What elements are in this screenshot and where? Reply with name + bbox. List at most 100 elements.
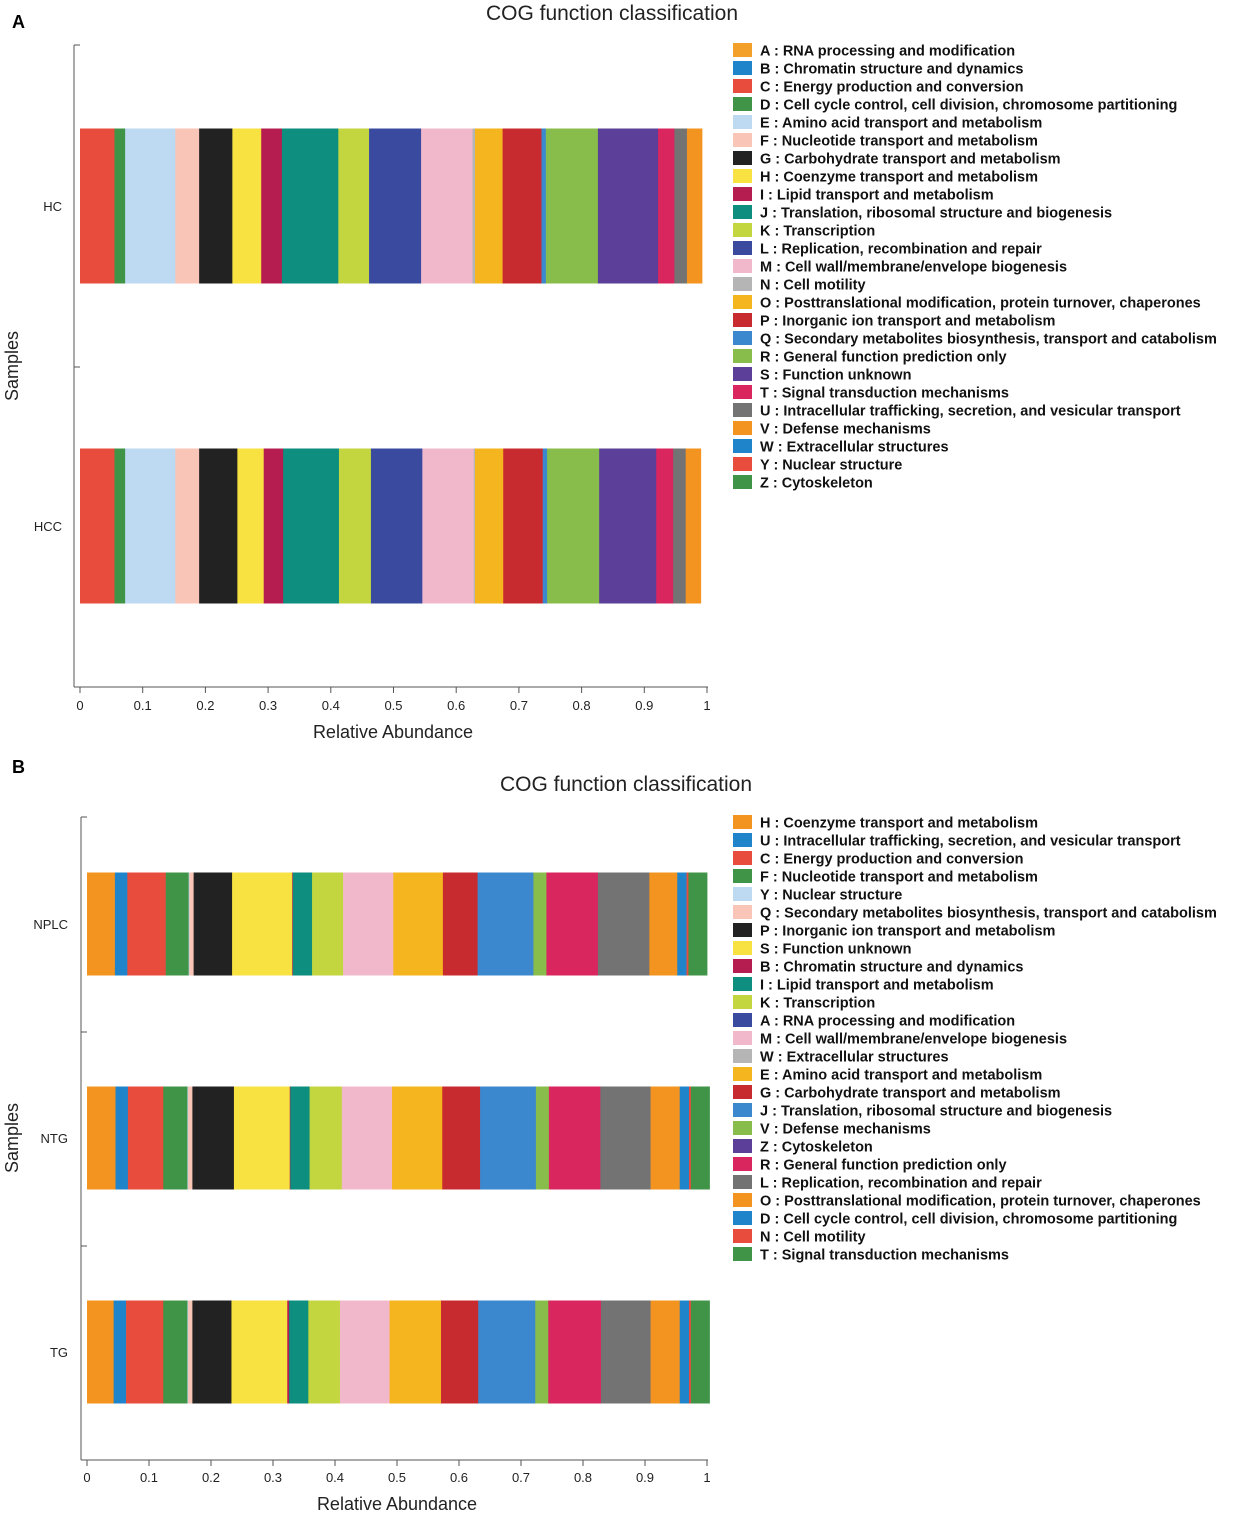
panel-a-bar-segment xyxy=(338,448,372,604)
panel-a-legend-swatch xyxy=(733,349,752,363)
panel-b-legend-swatch xyxy=(733,1085,752,1099)
panel-a-x-tick-label: 1 xyxy=(703,698,710,713)
panel-a-legend-swatch xyxy=(733,115,752,129)
panel-a-x-tick-label: 0.2 xyxy=(196,698,214,713)
panel-b-bar-segment xyxy=(535,1086,550,1190)
panel-a-legend-swatch xyxy=(733,79,752,93)
panel-b-legend-label: L : Replication, recombination and repai… xyxy=(760,1176,1042,1192)
panel-a-legend-label: O : Posttranslational modification, prot… xyxy=(760,296,1201,312)
panel-a-legend-swatch xyxy=(733,367,752,381)
panel-b-legend-label: V : Defense mechanisms xyxy=(760,1122,931,1138)
panel-b-legend-swatch xyxy=(733,959,752,973)
panel-b-title: COG function classification xyxy=(500,773,752,796)
panel-b-legend-swatch xyxy=(733,1031,752,1045)
panel-b-bar-segment xyxy=(650,1086,681,1190)
panel-b-bar-segment xyxy=(188,872,190,976)
panel-b-bar-segment xyxy=(113,1300,127,1404)
panel-a-legend-swatch xyxy=(733,439,752,453)
panel-b-legend-swatch xyxy=(733,851,752,865)
panel-a-legend-swatch xyxy=(733,241,752,255)
panel-b-legend-label: D : Cell cycle control, cell division, c… xyxy=(760,1212,1177,1228)
panel-b-bar-segment xyxy=(114,872,128,976)
panel-b-legend-label: Y : Nuclear structure xyxy=(760,888,902,904)
panel-a-bar-segment xyxy=(125,448,176,604)
panel-a-bar-segment xyxy=(80,128,115,284)
panel-b-bar-segment xyxy=(548,1086,601,1190)
panel-a-bar-segment xyxy=(597,128,659,284)
panel-b-bar-segment xyxy=(597,872,650,976)
panel-b-bar-segment xyxy=(292,872,294,976)
panel-a-legend-label: B : Chromatin structure and dynamics xyxy=(760,62,1023,78)
panel-b-legend-label: S : Function unknown xyxy=(760,942,911,958)
panel-a-legend-swatch xyxy=(733,457,752,471)
panel-b-bar-segment xyxy=(339,1300,390,1404)
panel-b-bar-segment xyxy=(87,1300,115,1404)
panel-b-bar-segment xyxy=(688,872,708,976)
panel-b-legend-swatch xyxy=(733,869,752,883)
panel-a-x-tick-label: 0.4 xyxy=(322,698,340,713)
panel-a-bar-segment xyxy=(422,448,475,604)
panel-b-sample-label: TG xyxy=(50,1345,68,1360)
panel-b-x-tick-label: 0.9 xyxy=(636,1470,654,1485)
panel-b-bar-segment xyxy=(115,1086,129,1190)
panel-b-legend-label: U : Intracellular trafficking, secretion… xyxy=(760,834,1181,850)
panel-a-x-tick-label: 0.5 xyxy=(384,698,402,713)
panel-b-bar-segment xyxy=(690,1086,710,1190)
panel-b-legend-swatch xyxy=(733,1157,752,1171)
panel-a-legend-swatch xyxy=(733,403,752,417)
panel-a-legend-swatch xyxy=(733,61,752,75)
panel-a-x-tick-label: 0.1 xyxy=(134,698,152,713)
panel-b-bar-segment xyxy=(389,1300,442,1404)
panel-b-bar-segment xyxy=(686,872,689,976)
panel-a-bar-segment xyxy=(281,128,339,284)
panel-b-x-tick-label: 0 xyxy=(83,1470,90,1485)
panel-a-bar-segment xyxy=(114,128,126,284)
panel-a-bar-segment xyxy=(599,448,657,604)
panel-b-bar-segment xyxy=(127,872,167,976)
panel-b-bar-segment xyxy=(677,872,687,976)
panel-b-x-tick-label: 1 xyxy=(703,1470,710,1485)
panel-b-legend-swatch xyxy=(733,1103,752,1117)
panel-b-x-tick-label: 0.3 xyxy=(264,1470,282,1485)
panel-a-bar-segment xyxy=(475,448,504,604)
panel-a-bar-segment xyxy=(674,128,688,284)
panel-b-legend-label: M : Cell wall/membrane/envelope biogenes… xyxy=(760,1032,1067,1048)
panel-a-legend-label: Z : Cytoskeleton xyxy=(760,476,873,492)
panel-b-bar-segment xyxy=(600,1300,651,1404)
panel-b-legend-label: O : Posttranslational modification, prot… xyxy=(760,1194,1201,1210)
panel-a-legend-swatch xyxy=(733,331,752,345)
panel-b-legend-swatch xyxy=(733,1193,752,1207)
panel-a-bar-segment xyxy=(261,128,283,284)
panel-b-bar-segment xyxy=(341,1086,393,1190)
panel-a-x-tick-label: 0.7 xyxy=(510,698,528,713)
panel-b-bar-segment xyxy=(393,872,444,976)
panel-b-bar-segment xyxy=(87,872,116,976)
panel-a-x-tick-label: 0.9 xyxy=(635,698,653,713)
panel-a-legend-label: F : Nucleotide transport and metabolism xyxy=(760,134,1038,150)
panel-a-legend-label: P : Inorganic ion transport and metaboli… xyxy=(760,314,1055,330)
panel-a-legend-swatch xyxy=(733,295,752,309)
panel-a-bar-segment xyxy=(541,128,547,284)
panel-a-legend-label: G : Carbohydrate transport and metabolis… xyxy=(760,152,1061,168)
panel-a-legend-label: S : Function unknown xyxy=(760,368,911,384)
panel-b-bar-segment xyxy=(679,1300,690,1404)
panel-b-chart: 0 0.1 0.2 0.3 0.4 0.5 0.6 0.7 0.8 0.9 1 NPLC NTG TG H … xyxy=(33,815,1217,1485)
panel-a-legend-label: W : Extracellular structures xyxy=(760,440,949,456)
panel-a-legend-label: N : Cell motility xyxy=(760,278,866,294)
panel-b-legend-swatch xyxy=(733,1211,752,1225)
panel-a-bar-segment xyxy=(502,128,542,284)
panel-a-bar-segment xyxy=(114,448,126,604)
panel-a-legend-swatch xyxy=(733,205,752,219)
panel-b-bar-segment xyxy=(232,872,293,976)
panel-b-bar-segment xyxy=(308,1300,341,1404)
panel-b-legend-label: H : Coenzyme transport and metabolism xyxy=(760,816,1038,832)
panel-a-bar-segment xyxy=(473,448,476,604)
panel-a-bar-segment xyxy=(175,448,200,604)
panel-a-bar-segment xyxy=(658,128,675,284)
panel-b-bar-segment xyxy=(478,1300,536,1404)
panel-b-x-tick-label: 0.2 xyxy=(202,1470,220,1485)
panel-a-legend-label: R : General function prediction only xyxy=(760,350,1007,366)
panel-a-bar-segment xyxy=(369,128,422,284)
panel-a-legend-swatch xyxy=(733,97,752,111)
panel-b-legend-swatch xyxy=(733,887,752,901)
